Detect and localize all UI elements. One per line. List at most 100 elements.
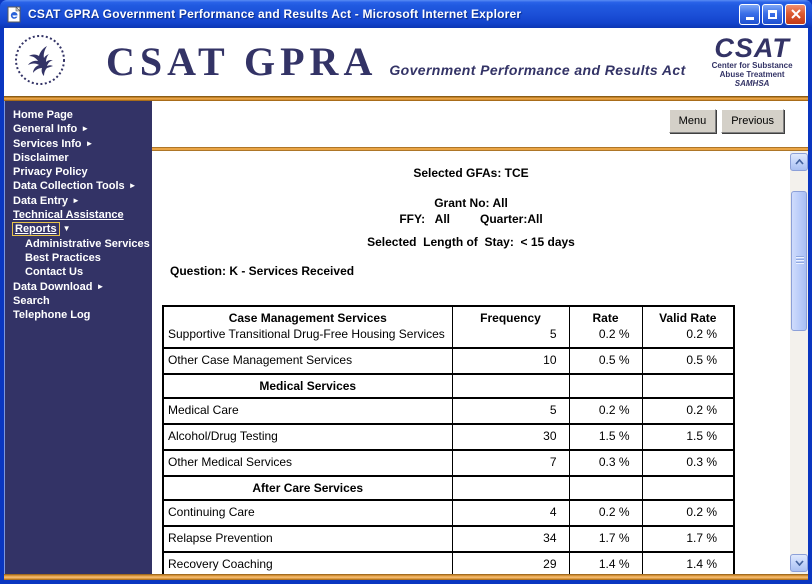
cell-label: Supportive Transitional Drug-Free Housin… — [162, 326, 453, 349]
sidebar-item-label: Data Download — [13, 280, 93, 293]
sidebar-item-telephone-log[interactable]: Telephone Log — [5, 308, 152, 322]
scrollbar-thumb[interactable] — [791, 191, 807, 331]
scrollbar-track[interactable] — [790, 171, 808, 554]
cell-frequency: 30 — [451, 423, 570, 451]
minimize-icon — [745, 16, 754, 20]
brand-subtitle: Government Performance and Results Act — [389, 62, 686, 78]
arrow-right-icon: ► — [85, 138, 94, 148]
chevron-up-icon — [794, 159, 804, 165]
chevron-down-icon — [794, 560, 804, 566]
empty-cell — [568, 475, 643, 501]
main-area: Home Page General Info ► Services Info ► Disc… — [4, 101, 808, 574]
sidebar-item-label: Disclaimer — [13, 151, 69, 164]
table-row: Supportive Transitional Drug-Free Housin… — [162, 326, 735, 349]
sidebar-item-label: Administrative Services — [25, 237, 150, 250]
cell-valid-rate: 1.4 % — [641, 551, 735, 574]
sidebar-item-reports[interactable]: Reports ▼ — [5, 222, 152, 237]
scroll-up-button[interactable] — [790, 153, 808, 171]
cell-frequency: 4 — [451, 499, 570, 527]
length-of-stay-line: Selected Length of Stay: < 15 days — [367, 235, 575, 249]
csat-logo-title: CSAT — [714, 33, 790, 64]
selected-gfas-line: Selected GFAs: TCE — [413, 166, 529, 180]
sidebar-item-best-practices[interactable]: Best Practices — [5, 251, 152, 265]
ie-page-icon — [6, 5, 23, 23]
csat-logo-line3: SAMHSA — [734, 78, 770, 88]
cell-rate: 0.2 % — [568, 326, 643, 349]
cell-valid-rate: 0.2 % — [641, 499, 735, 527]
sidebar-item-technical-assistance[interactable]: Technical Assistance — [5, 208, 152, 222]
sidebar-item-data-entry[interactable]: Data Entry ► — [5, 194, 152, 208]
hhs-logo — [14, 34, 66, 91]
empty-cell — [451, 475, 570, 501]
cell-label: Other Case Management Services — [162, 347, 453, 375]
cell-rate: 1.4 % — [568, 551, 643, 574]
sidebar-item-search[interactable]: Search — [5, 294, 152, 308]
table-row: Recovery Coaching 29 1.4 % 1.4 % — [162, 551, 735, 574]
empty-cell — [641, 373, 735, 399]
sidebar-item-label: Data Entry — [13, 194, 69, 207]
cell-label: Relapse Prevention — [162, 525, 453, 553]
sidebar-item-data-download[interactable]: Data Download ► — [5, 280, 152, 294]
column-header: Rate — [568, 306, 643, 326]
csat-logo-line2: Abuse Treatment — [719, 70, 785, 80]
previous-button[interactable]: Previous — [721, 109, 784, 133]
scroll-down-button[interactable] — [790, 554, 808, 572]
sidebar-item-services-info[interactable]: Services Info ► — [5, 137, 152, 151]
sidebar-item-administrative-services[interactable]: Administrative Services — [5, 237, 152, 251]
sidebar-item-home-page[interactable]: Home Page — [5, 108, 152, 122]
maximize-button[interactable] — [762, 3, 783, 25]
ffy-quarter-line: FFY: All Quarter:All — [399, 212, 543, 226]
sidebar-item-disclaimer[interactable]: Disclaimer — [5, 151, 152, 165]
cell-frequency: 34 — [451, 525, 570, 553]
column-header: Valid Rate — [641, 306, 735, 326]
sidebar-item-privacy-policy[interactable]: Privacy Policy — [5, 165, 152, 179]
toolbar: Menu Previous — [668, 109, 784, 133]
table-row: Medical Care 5 0.2 % 0.2 % — [162, 397, 735, 425]
window-title: CSAT GPRA Government Performance and Res… — [28, 7, 522, 21]
sidebar-item-data-collection-tools[interactable]: Data Collection Tools ► — [5, 179, 152, 193]
content-gold-divider — [152, 147, 808, 151]
sidebar-item-label: Search — [13, 294, 50, 307]
menu-button[interactable]: Menu — [668, 109, 717, 133]
titlebar: CSAT GPRA Government Performance and Res… — [0, 0, 812, 28]
services-received-table: Case Management Services Frequency Rate Val… — [162, 305, 735, 574]
sidebar-item-label: Contact Us — [25, 266, 84, 279]
cell-valid-rate: 1.5 % — [641, 423, 735, 451]
section-title: Medical Services — [162, 373, 453, 399]
bottom-gold-bar — [4, 574, 808, 580]
cell-rate: 0.5 % — [568, 347, 643, 375]
sidebar-item-label: General Info — [13, 123, 78, 136]
close-button[interactable] — [785, 3, 806, 25]
sidebar-item-label: Privacy Policy — [13, 166, 88, 179]
sidebar-item-label: Best Practices — [25, 251, 101, 264]
cell-label: Recovery Coaching — [162, 551, 453, 574]
empty-cell — [641, 475, 735, 501]
cell-rate: 1.5 % — [568, 423, 643, 451]
column-header: Frequency — [451, 306, 570, 326]
cell-frequency: 29 — [451, 551, 570, 574]
sidebar-item-label: Reports — [12, 222, 60, 237]
scrollbar-grip-icon — [796, 256, 804, 265]
report-panel: Selected GFAs: TCE Grant No: All FFY: Al… — [152, 151, 790, 574]
arrow-right-icon: ► — [81, 124, 90, 134]
cell-label: Other Medical Services — [162, 449, 453, 477]
sidebar-item-label: Data Collection Tools — [13, 180, 125, 193]
maximize-icon — [768, 9, 777, 19]
empty-cell — [451, 373, 570, 399]
cell-frequency: 5 — [451, 397, 570, 425]
column-header: Case Management Services — [162, 306, 453, 326]
vertical-scrollbar[interactable] — [790, 151, 808, 574]
content-area: Menu Previous Selected GFAs: TCE Grant N… — [152, 101, 808, 574]
table-header-row: Case Management Services Frequency Rate Val… — [162, 306, 735, 326]
cell-frequency: 5 — [451, 326, 570, 349]
table-row: Alcohol/Drug Testing 30 1.5 % 1.5 % — [162, 423, 735, 451]
brand-title: CSAT GPRA — [106, 39, 378, 84]
close-icon — [790, 9, 801, 19]
sidebar-item-general-info[interactable]: General Info ► — [5, 122, 152, 136]
arrow-down-icon: ▼ — [62, 224, 71, 234]
brand: CSAT GPRA Government Performance and Res… — [106, 42, 686, 82]
minimize-button[interactable] — [739, 3, 760, 25]
cell-label: Alcohol/Drug Testing — [162, 423, 453, 451]
sidebar-item-contact-us[interactable]: Contact Us — [5, 265, 152, 279]
